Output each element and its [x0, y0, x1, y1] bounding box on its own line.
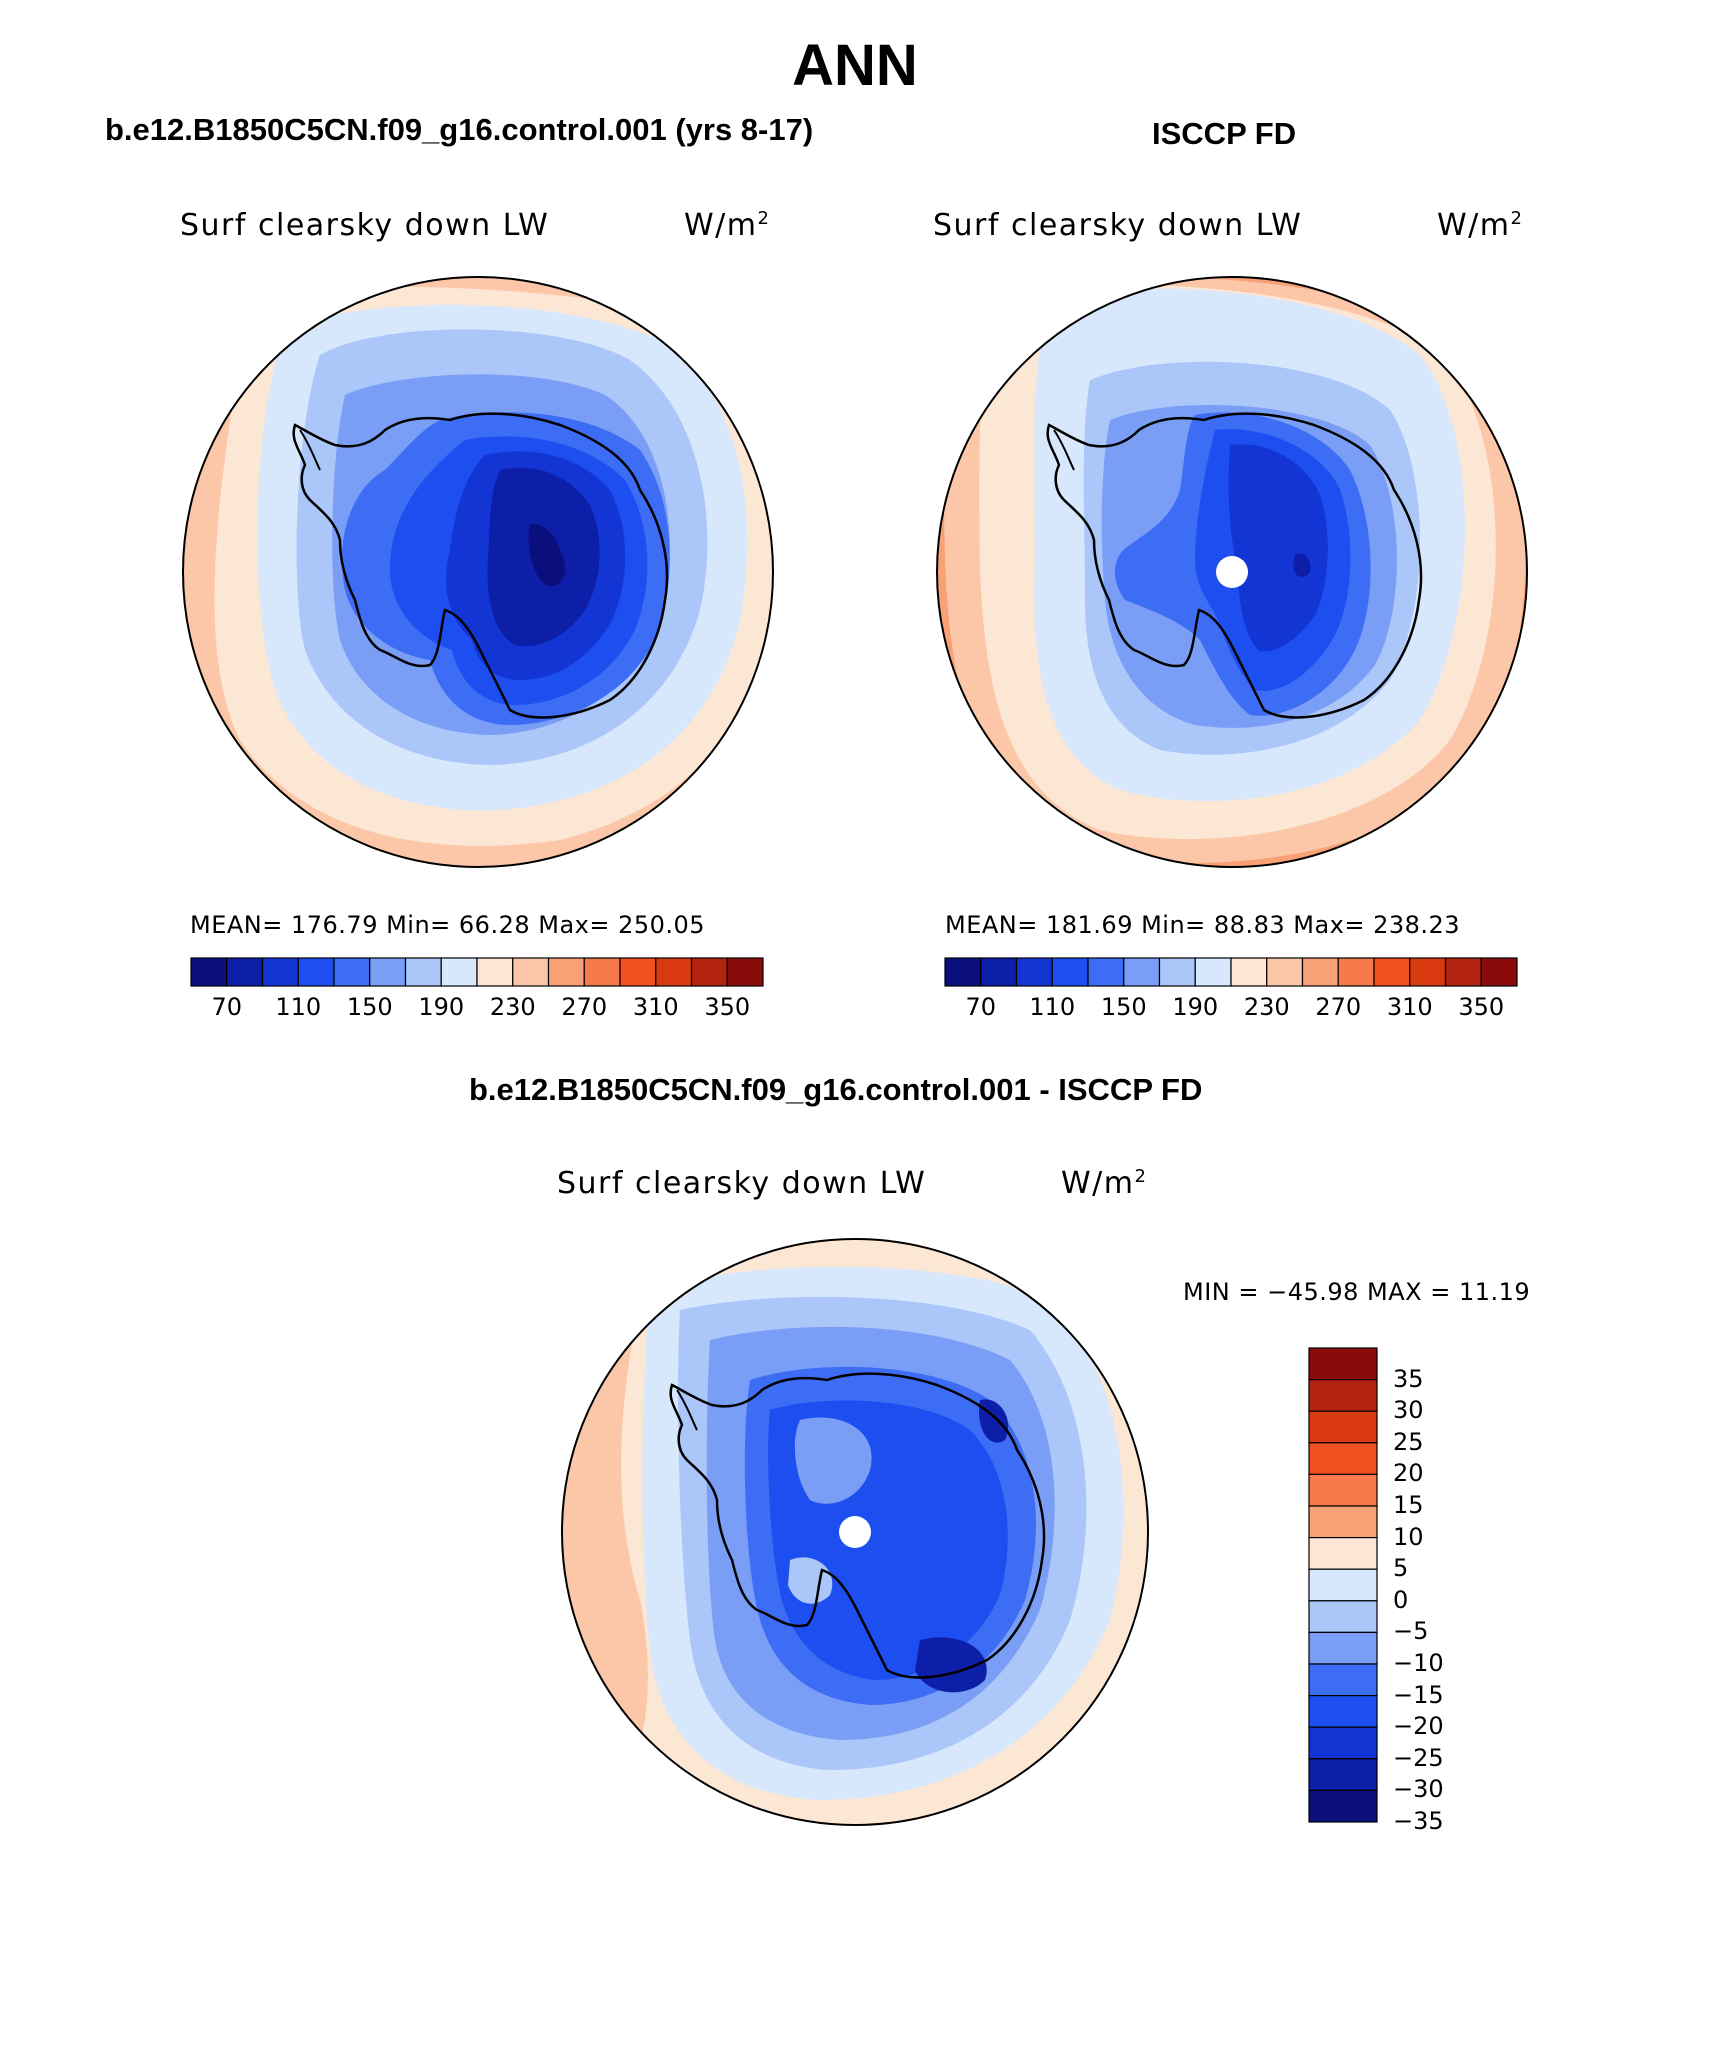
colorbar-swatch: [369, 957, 407, 987]
colorbar-tick-label: 270: [561, 993, 608, 1021]
colorbar-swatch: [261, 957, 299, 987]
map-panel-difference: [562, 1239, 1148, 1825]
colorbar-tick-label: 350: [704, 993, 751, 1021]
panel-3-units: W/m2: [1061, 1166, 1148, 1201]
obs-dataset-subtitle: ISCCP FD: [1152, 116, 1297, 151]
colorbar-tick-label: −30: [1393, 1775, 1444, 1804]
colorbar-swatch: [1409, 957, 1447, 987]
colorbar-swatch: [440, 957, 478, 987]
panel-2-units: W/m2: [1437, 208, 1524, 243]
colorbar-swatch: [1308, 1758, 1378, 1792]
colorbar-tick-label: 0: [1393, 1585, 1409, 1614]
colorbar-tick-label: 270: [1315, 993, 1362, 1021]
colorbar-tick-label: 190: [418, 993, 465, 1021]
panel-1-stats: MEAN= 176.79 Min= 66.28 Max= 250.05: [190, 911, 706, 939]
map-panel-model: [183, 277, 773, 867]
colorbar-tick-label: 350: [1458, 993, 1505, 1021]
colorbar-swatch: [190, 957, 228, 987]
colorbar-tick-label: 20: [1393, 1459, 1424, 1488]
colorbar-swatch: [1308, 1663, 1378, 1697]
colorbar-swatch: [1308, 1378, 1378, 1412]
colorbar-tick-label: −25: [1393, 1743, 1444, 1772]
colorbar-swatch: [1194, 957, 1232, 987]
colorbar-tick-label: −10: [1393, 1649, 1444, 1677]
colorbar-swatch: [1373, 957, 1411, 987]
panel-1-title: Surf clearsky down LW: [180, 208, 550, 243]
colorbar-swatch: [655, 957, 693, 987]
colorbar-swatch: [512, 957, 550, 987]
map-panel-obs: [937, 277, 1527, 867]
colorbar-difference: [1308, 1347, 1378, 1823]
colorbar-tick-label: 110: [1029, 993, 1076, 1021]
colorbar-swatch: [1308, 1442, 1378, 1476]
colorbar-swatch: [1301, 957, 1339, 987]
colorbar-swatch: [476, 957, 514, 987]
colorbar-swatch: [1015, 957, 1053, 987]
colorbar-swatch: [333, 957, 371, 987]
colorbar-tick-label: 70: [965, 993, 997, 1021]
difference-subtitle: b.e12.B1850C5CN.f09_g16.control.001 - IS…: [469, 1072, 1203, 1107]
colorbar-tick-label: 310: [632, 993, 679, 1021]
colorbar-tick-label: 10: [1393, 1522, 1424, 1551]
colorbar-swatch: [1230, 957, 1268, 987]
colorbar-tick-label: 230: [489, 993, 536, 1021]
colorbar-swatch: [1051, 957, 1089, 987]
colorbar-tick-label: 15: [1393, 1491, 1424, 1519]
colorbar-swatch: [1308, 1347, 1378, 1381]
colorbar-swatch: [1308, 1631, 1378, 1665]
colorbar-swatch: [1444, 957, 1482, 987]
colorbar-tick-label: 25: [1393, 1427, 1424, 1456]
colorbar-swatch: [1308, 1536, 1378, 1570]
colorbar-swatch: [1337, 957, 1375, 987]
colorbar-tick-label: 150: [1100, 993, 1147, 1021]
colorbar-tick-label: 70: [211, 993, 243, 1021]
colorbar-tick-label: −15: [1393, 1680, 1444, 1709]
colorbar-tick-label: 5: [1393, 1554, 1409, 1583]
colorbar-swatch: [1308, 1410, 1378, 1444]
colorbar-obs: [944, 957, 1518, 987]
colorbar-swatch: [1308, 1505, 1378, 1539]
colorbar-tick-label: 150: [346, 993, 393, 1021]
colorbar-swatch: [1087, 957, 1125, 987]
colorbar-swatch: [1123, 957, 1161, 987]
colorbar-swatch: [1308, 1694, 1378, 1728]
colorbar-swatch: [547, 957, 585, 987]
colorbar-tick-label: −35: [1393, 1807, 1444, 1835]
colorbar-swatch: [1308, 1789, 1378, 1823]
colorbar-swatch: [1308, 1600, 1378, 1634]
panel-1-units: W/m2: [684, 208, 771, 243]
colorbar-swatch: [944, 957, 982, 987]
colorbar-tick-label: 310: [1386, 993, 1433, 1021]
colorbar-swatch: [583, 957, 621, 987]
colorbar-tick-label: 230: [1243, 993, 1290, 1021]
colorbar-tick-label: −20: [1393, 1712, 1444, 1741]
panel-3-stats: MIN = −45.98 MAX = 11.19: [1183, 1278, 1531, 1306]
colorbar-tick-label: 110: [275, 993, 322, 1021]
colorbar-swatch: [1266, 957, 1304, 987]
colorbar-tick-label: 190: [1172, 993, 1219, 1021]
colorbar-swatch: [1158, 957, 1196, 987]
colorbar-tick-label: −5: [1393, 1617, 1429, 1646]
panel-3-title: Surf clearsky down LW: [557, 1166, 927, 1201]
page-title: ANN: [792, 33, 918, 98]
colorbar-swatch: [1480, 957, 1518, 987]
colorbar-swatch: [690, 957, 728, 987]
colorbar-swatch: [726, 957, 764, 987]
model-case-subtitle: b.e12.B1850C5CN.f09_g16.control.001 (yrs…: [105, 112, 814, 147]
panel-2-title: Surf clearsky down LW: [933, 208, 1303, 243]
colorbar-tick-label: 35: [1393, 1364, 1424, 1393]
colorbar-model: [190, 957, 764, 987]
colorbar-swatch: [297, 957, 335, 987]
colorbar-swatch: [226, 957, 264, 987]
colorbar-swatch: [1308, 1568, 1378, 1602]
colorbar-swatch: [1308, 1726, 1378, 1760]
colorbar-swatch: [1308, 1473, 1378, 1507]
colorbar-swatch: [404, 957, 442, 987]
colorbar-tick-label: 30: [1393, 1396, 1424, 1425]
panel-2-stats: MEAN= 181.69 Min= 88.83 Max= 238.23: [945, 911, 1461, 939]
colorbar-swatch: [980, 957, 1018, 987]
colorbar-swatch: [619, 957, 657, 987]
